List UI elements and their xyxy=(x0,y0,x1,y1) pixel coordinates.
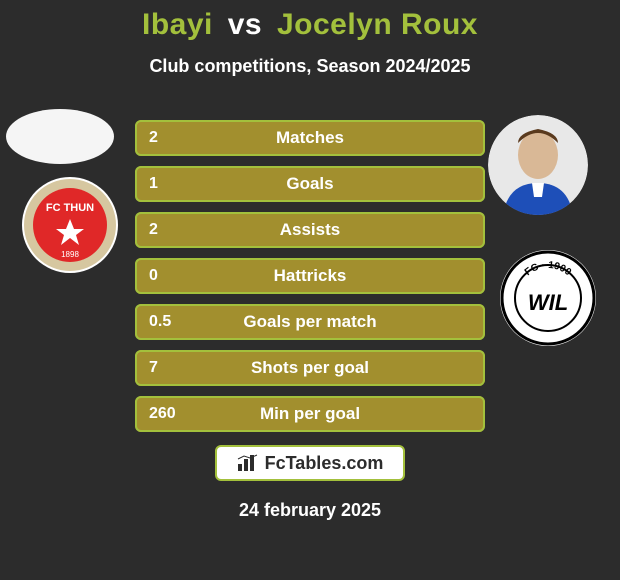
fc-wil-logo-icon: FC · 1900 WIL xyxy=(498,248,598,348)
title-player1: Ibayi xyxy=(142,8,213,41)
stat-value-left: 2 xyxy=(149,129,158,147)
player1-avatar xyxy=(6,109,114,164)
headshot-icon xyxy=(488,115,588,215)
subtitle: Club competitions, Season 2024/2025 xyxy=(0,56,620,77)
comparison-infographic: Ibayi vs Jocelyn Roux Club competitions,… xyxy=(0,0,620,580)
stat-label: Goals xyxy=(135,174,485,194)
stat-label: Matches xyxy=(135,128,485,148)
title-player2: Jocelyn Roux xyxy=(277,8,478,41)
stat-row-hattricks: 0 Hattricks xyxy=(135,258,485,294)
bar-chart-icon xyxy=(237,454,259,472)
player2-avatar xyxy=(488,115,588,215)
page-title: Ibayi vs Jocelyn Roux xyxy=(0,8,620,42)
stat-value-left: 7 xyxy=(149,359,158,377)
stat-label: Assists xyxy=(135,220,485,240)
player2-club-logo: FC · 1900 WIL xyxy=(498,248,598,348)
stat-label: Goals per match xyxy=(135,312,485,332)
stat-value-left: 0.5 xyxy=(149,313,171,331)
stat-label: Shots per goal xyxy=(135,358,485,378)
stat-row-matches: 2 Matches xyxy=(135,120,485,156)
source-badge: FcTables.com xyxy=(215,445,405,481)
svg-text:1898: 1898 xyxy=(61,250,79,259)
title-vs: vs xyxy=(228,8,262,41)
stat-value-left: 260 xyxy=(149,405,176,423)
stat-row-shots-per-goal: 7 Shots per goal xyxy=(135,350,485,386)
stat-label: Hattricks xyxy=(135,266,485,286)
svg-text:FC THUN: FC THUN xyxy=(46,202,94,214)
player1-club-logo: FC THUN 1898 xyxy=(20,175,120,275)
svg-text:WIL: WIL xyxy=(528,290,568,315)
stat-value-left: 0 xyxy=(149,267,158,285)
stat-row-goals: 1 Goals xyxy=(135,166,485,202)
fc-thun-logo-icon: FC THUN 1898 xyxy=(20,175,120,275)
stat-value-left: 1 xyxy=(149,175,158,193)
stat-row-min-per-goal: 260 Min per goal xyxy=(135,396,485,432)
stat-row-goals-per-match: 0.5 Goals per match xyxy=(135,304,485,340)
stat-row-assists: 2 Assists xyxy=(135,212,485,248)
badge-text: FcTables.com xyxy=(265,453,384,474)
date-text: 24 february 2025 xyxy=(0,500,620,521)
stats-container: 2 Matches 1 Goals 2 Assists 0 Hattricks … xyxy=(135,120,485,442)
stat-label: Min per goal xyxy=(135,404,485,424)
stat-value-left: 2 xyxy=(149,221,158,239)
